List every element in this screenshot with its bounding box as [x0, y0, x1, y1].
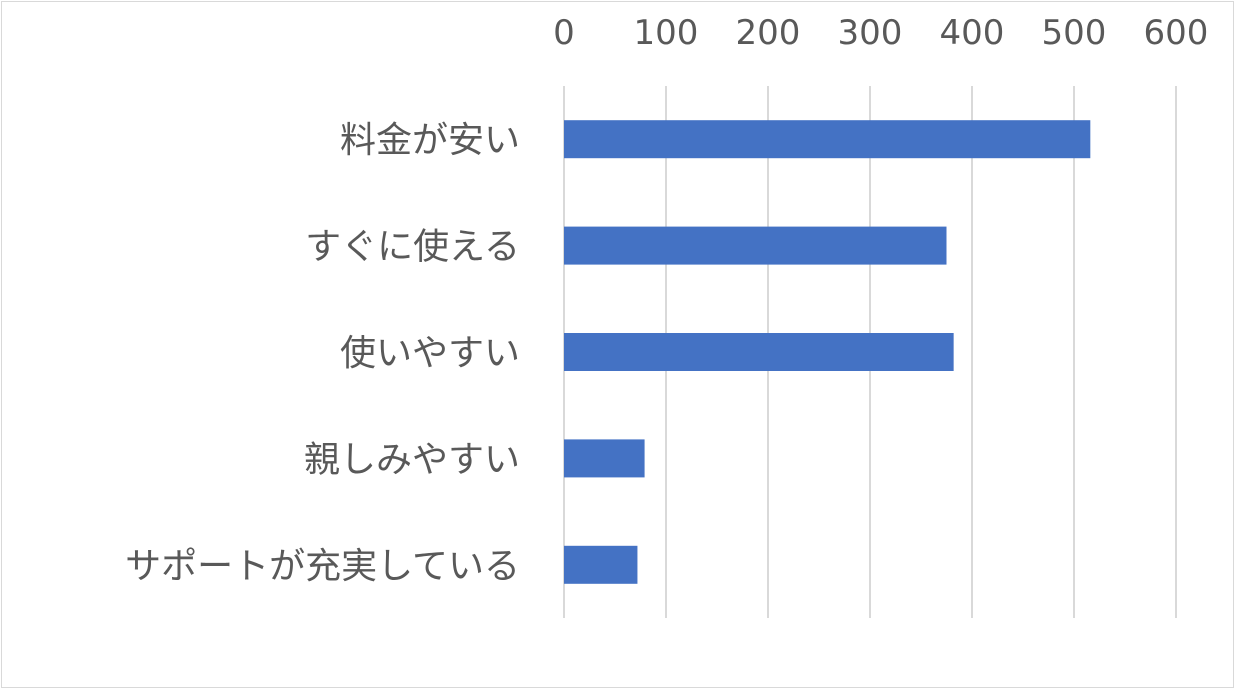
- x-tick-label: 100: [634, 13, 699, 53]
- x-tick-label: 300: [838, 13, 903, 53]
- bar-5: [564, 545, 638, 584]
- bar-1: [564, 120, 1091, 159]
- category-label: 親しみやすい: [304, 439, 520, 480]
- x-tick-label: 400: [940, 13, 1005, 53]
- x-tick-label: 600: [1144, 13, 1209, 53]
- x-axis-tick-labels: 0 100 200 300 400 500 600: [553, 13, 1208, 53]
- x-tick-label: 200: [736, 13, 801, 53]
- category-label: 料金が安い: [340, 120, 520, 161]
- bar-4: [564, 439, 645, 478]
- x-tick-label: 0: [553, 13, 575, 53]
- category-label: すぐに使える: [305, 227, 520, 268]
- category-label: 使いやすい: [340, 333, 520, 374]
- bar-2: [564, 226, 947, 265]
- category-label: サポートが充実している: [125, 546, 520, 587]
- x-tick-label: 500: [1042, 13, 1107, 53]
- bars: [564, 120, 1091, 584]
- gridlines: [563, 86, 1177, 618]
- bar-3: [564, 333, 954, 371]
